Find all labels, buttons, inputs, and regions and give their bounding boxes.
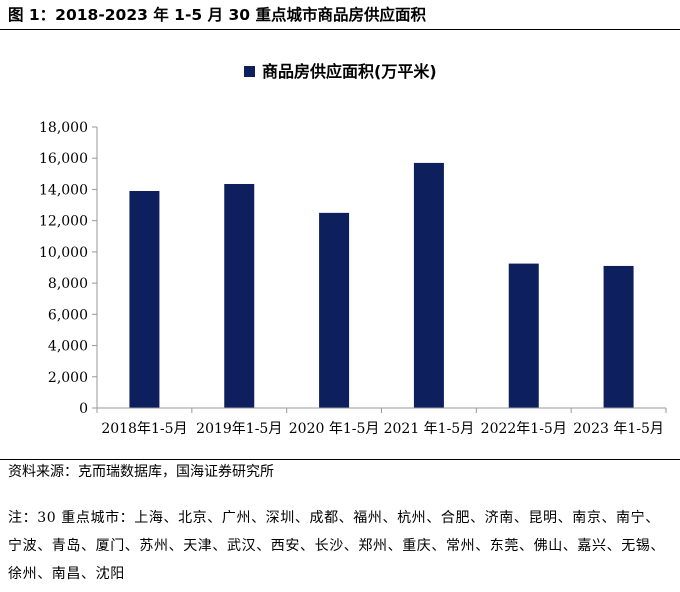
y-tick-label: 6,000 bbox=[48, 307, 88, 323]
y-tick-label: 10,000 bbox=[39, 245, 88, 261]
x-tick-label: 2022年1-5月 bbox=[481, 421, 567, 437]
x-tick-label: 2020 年1-5月 bbox=[289, 421, 380, 437]
legend-label: 商品房供应面积(万平米) bbox=[262, 62, 437, 81]
x-tick-label: 2019年1-5月 bbox=[196, 421, 282, 437]
y-tick-label: 2,000 bbox=[48, 370, 88, 386]
bar bbox=[319, 212, 350, 408]
bar bbox=[603, 265, 634, 408]
x-axis: 2018年1-5月 2019年1-5月 2020 年1-5月 2021 年1-5月 20… bbox=[96, 407, 667, 437]
bottom-rule bbox=[0, 459, 680, 460]
top-rule bbox=[0, 29, 680, 30]
y-tick-label: 12,000 bbox=[39, 214, 88, 230]
y-axis: 0 2,000 4,000 6,000 8,000 10,000 12,000 14,000 1… bbox=[39, 120, 98, 417]
bar bbox=[413, 162, 444, 408]
y-tick-label: 16,000 bbox=[39, 151, 88, 167]
y-tick-label: 14,000 bbox=[39, 182, 88, 198]
y-tick-label: 18,000 bbox=[39, 120, 88, 136]
source-text: 资料来源：克而瑞数据库，国海证券研究所 bbox=[8, 464, 274, 480]
bar bbox=[508, 263, 539, 408]
legend-swatch bbox=[244, 66, 255, 77]
note-text: 注：30 重点城市：上海、北京、广州、深圳、成都、福州、杭州、合肥、济南、昆明、… bbox=[8, 510, 665, 582]
bar bbox=[129, 191, 160, 408]
bar bbox=[224, 183, 255, 408]
bar-chart: 商品房供应面积(万平米) 0 2,000 4,000 6,000 8,000 10,000… bbox=[39, 62, 667, 437]
x-tick-label: 2018年1-5月 bbox=[101, 421, 187, 437]
x-tick-label: 2021 年1-5月 bbox=[384, 421, 475, 437]
y-tick-label: 0 bbox=[79, 401, 88, 417]
legend: 商品房供应面积(万平米) bbox=[244, 62, 437, 81]
bars bbox=[129, 162, 634, 408]
x-tick-label: 2023 年1-5月 bbox=[573, 421, 664, 437]
y-tick-label: 8,000 bbox=[48, 276, 88, 292]
figure-title: 图 1：2018-2023 年 1-5 月 30 重点城市商品房供应面积 bbox=[8, 6, 426, 24]
y-tick-label: 4,000 bbox=[48, 339, 88, 355]
